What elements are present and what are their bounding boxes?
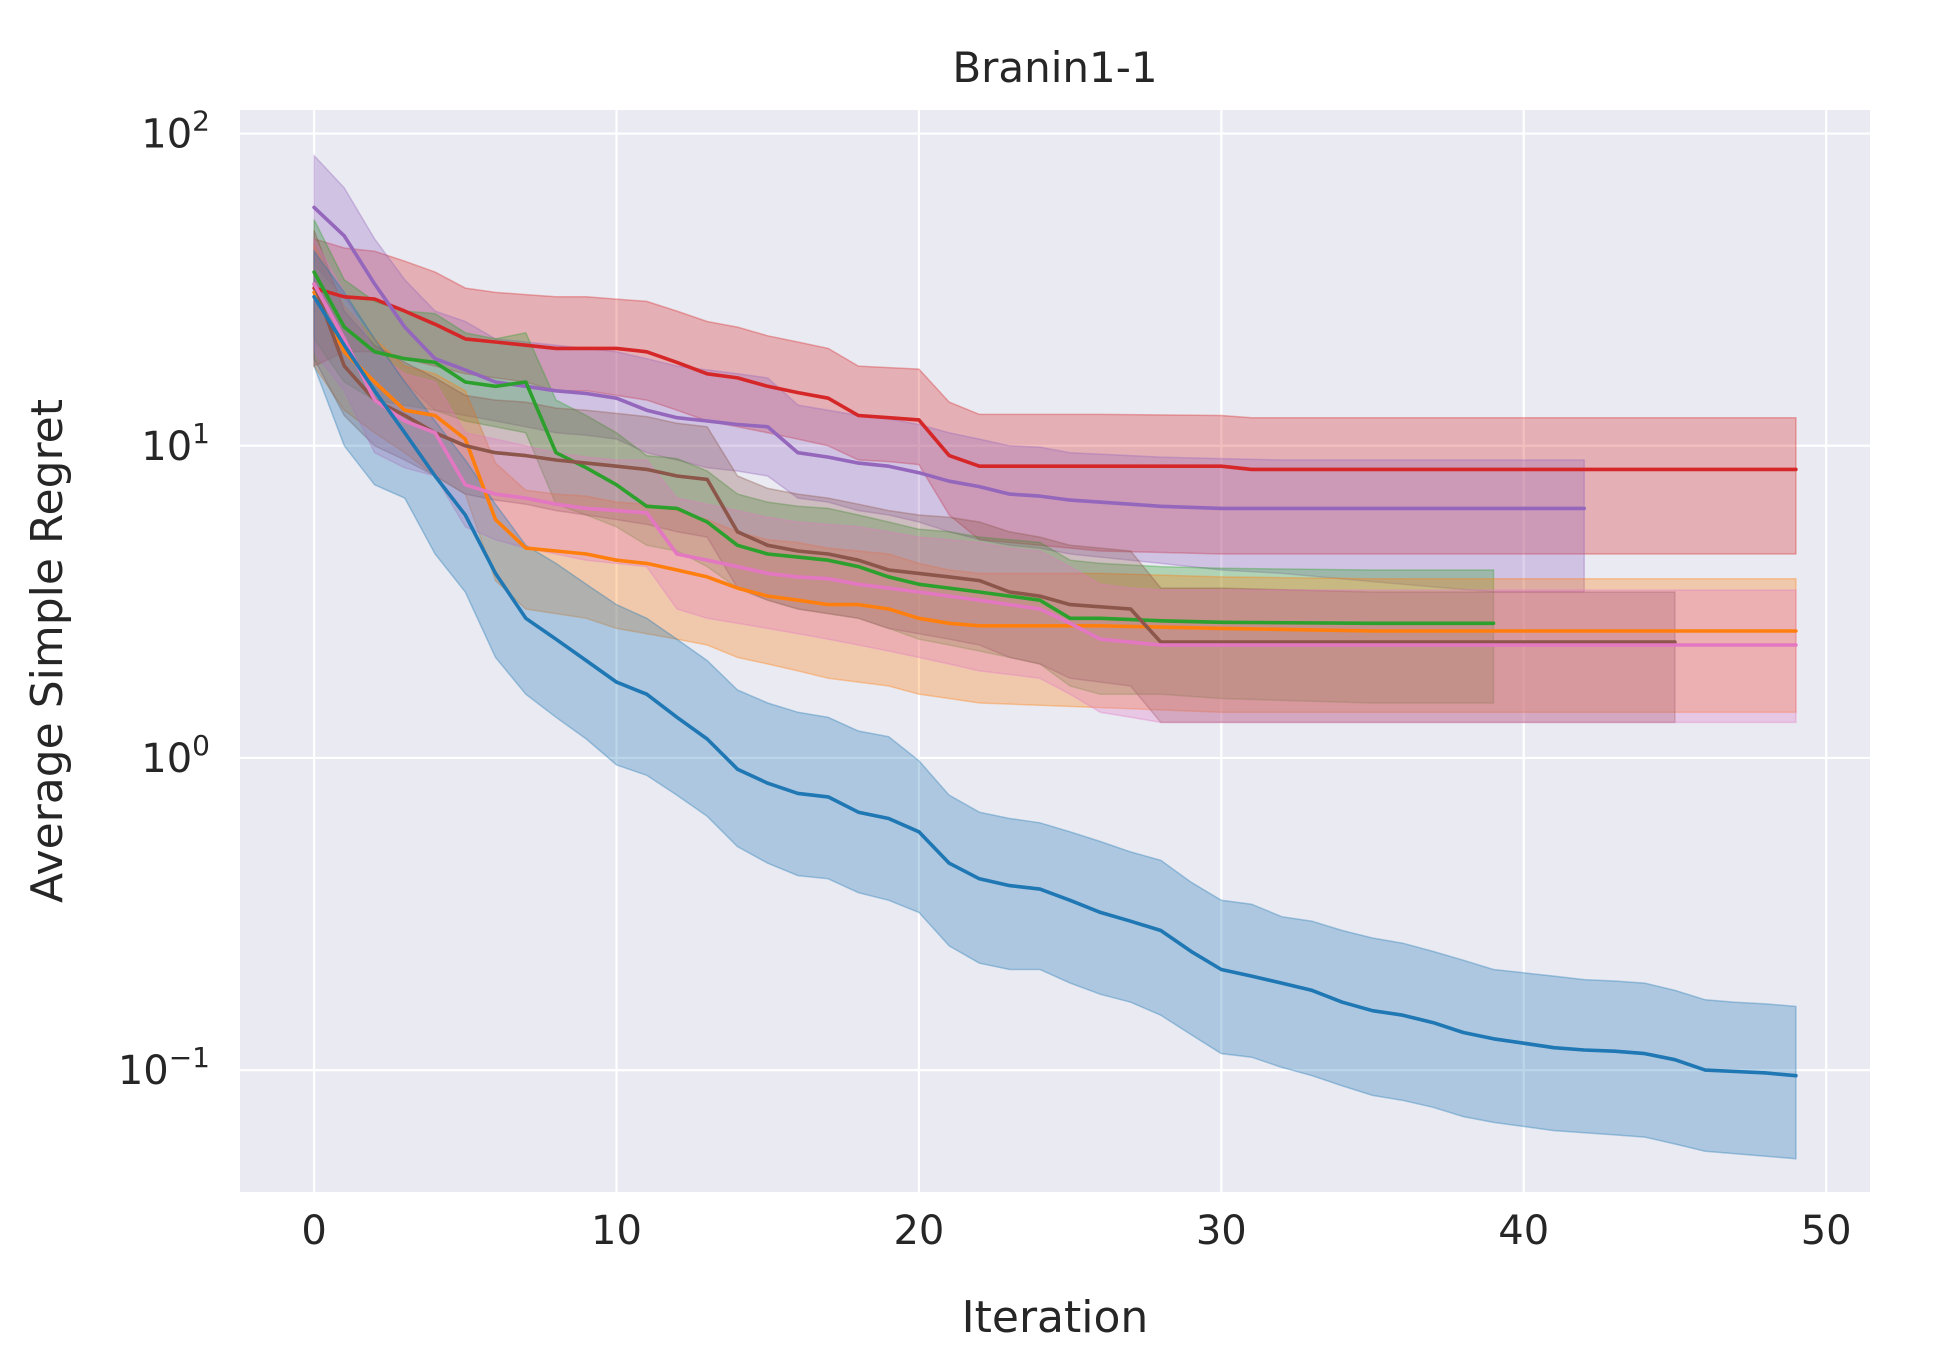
x-tick-label: 30 (1196, 1208, 1247, 1254)
x-axis-label: Iteration (962, 1292, 1149, 1343)
y-tick-label: 102 (141, 105, 210, 158)
series-band-6 (313, 248, 1797, 1160)
grid (240, 110, 1870, 1192)
series-line-5 (312, 282, 1798, 647)
y-tick-labels: 10−1 100 101 102 (118, 105, 210, 1095)
series-line-0 (312, 286, 1798, 472)
series-line-4 (312, 282, 1677, 644)
series-line-3 (312, 290, 1798, 633)
y-tick-label: 10−1 (118, 1041, 210, 1094)
series-band-0 (313, 237, 1797, 555)
x-tick-label: 40 (1498, 1208, 1549, 1254)
series-band-1 (313, 153, 1585, 593)
y-tick-label: 101 (141, 417, 210, 470)
chart-title: Branin1-1 (952, 43, 1157, 92)
series-band-2 (313, 219, 1495, 704)
plot-background (240, 110, 1870, 1192)
x-tick-label: 0 (301, 1208, 326, 1254)
x-tick-label: 50 (1801, 1208, 1852, 1254)
series-band-3 (313, 244, 1797, 714)
series-band-4 (313, 230, 1676, 724)
series-lines (312, 205, 1798, 1078)
y-tick-label: 100 (141, 729, 210, 782)
x-tick-labels: 0 10 20 30 40 50 (301, 1208, 1851, 1254)
x-tick-label: 20 (893, 1208, 944, 1254)
series-line-1 (312, 205, 1586, 511)
series-line-6 (312, 294, 1798, 1078)
confidence-bands (313, 153, 1797, 1160)
series-line-2 (312, 270, 1496, 626)
y-axis-label: Average Simple Regret (22, 399, 73, 903)
x-tick-label: 10 (591, 1208, 642, 1254)
